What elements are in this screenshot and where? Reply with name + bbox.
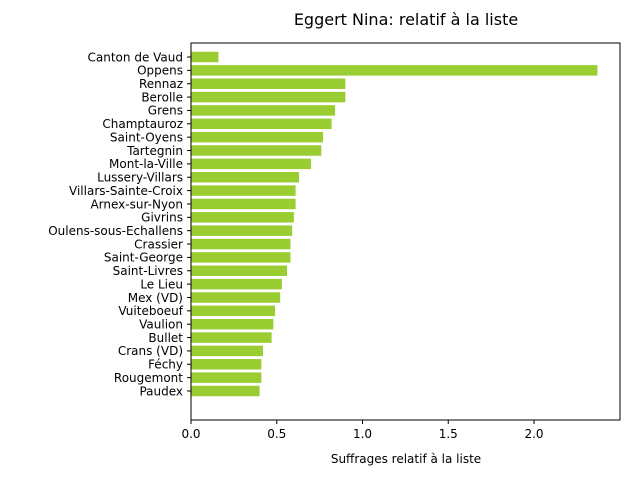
x-axis-label: Suffrages relatif à la liste [331, 452, 481, 466]
y-tick-label: Grens [148, 104, 183, 118]
y-axis-ticks: Canton de VaudOppensRennazBerolleGrensCh… [48, 50, 191, 398]
y-tick-label: Crans (VD) [118, 344, 183, 358]
y-tick-label: Féchy [148, 358, 183, 372]
y-tick-label: Saint-Livres [113, 264, 183, 278]
y-tick-label: Le Lieu [140, 277, 183, 291]
bar-20 [191, 318, 274, 330]
bar-19 [191, 305, 276, 317]
bar-7 [191, 145, 322, 156]
bar-16 [191, 265, 288, 277]
x-tick-label: 1.5 [439, 427, 458, 441]
y-tick-label: Bullet [148, 331, 183, 345]
bar-14 [191, 238, 291, 250]
bar-8 [191, 158, 312, 170]
bar-2 [191, 78, 346, 89]
y-tick-label: Oppens [137, 64, 183, 78]
x-axis-ticks: 0.0 0.5 1.0 1.5 2.0 [181, 420, 544, 441]
y-tick-label: Villars-Sainte-Croix [69, 184, 183, 198]
bar-17 [191, 278, 282, 290]
y-tick-label: Arnex-sur-Nyon [90, 197, 183, 211]
y-tick-label: Canton de Vaud [88, 50, 183, 64]
y-tick-label: Oulens-sous-Echallens [48, 224, 183, 238]
y-tick-label: Vaulion [139, 318, 183, 332]
bar-18 [191, 292, 281, 303]
bar-3 [191, 91, 346, 103]
y-tick-label: Tartegnin [126, 144, 183, 158]
bar-11 [191, 198, 296, 210]
y-tick-label: Saint-George [104, 251, 183, 265]
bar-15 [191, 252, 291, 263]
bar-5 [191, 118, 332, 130]
bar-25 [191, 385, 260, 397]
y-tick-label: Champtauroz [102, 117, 183, 131]
y-tick-label: Vuiteboeuf [118, 304, 183, 318]
bar-4 [191, 105, 336, 116]
x-tick-label: 0.0 [181, 427, 200, 441]
bar-9 [191, 171, 300, 183]
y-tick-label: Mont-la-Ville [109, 157, 183, 171]
bar-6 [191, 131, 324, 143]
bar-0 [191, 51, 219, 63]
bar-13 [191, 225, 293, 236]
x-tick-label: 2.0 [524, 427, 543, 441]
bar-22 [191, 345, 264, 357]
bars-group [191, 51, 598, 397]
chart-title: Eggert Nina: relatif à la liste [294, 10, 518, 29]
y-tick-label: Rennaz [139, 77, 183, 91]
x-tick-label: 0.5 [267, 427, 286, 441]
x-tick-label: 1.0 [353, 427, 372, 441]
y-tick-label: Saint-Oyens [110, 130, 183, 144]
y-tick-label: Rougemont [114, 371, 183, 385]
bar-24 [191, 372, 262, 383]
bar-10 [191, 185, 296, 196]
y-tick-label: Crassier [134, 237, 183, 251]
y-tick-label: Givrins [141, 211, 183, 225]
bar-23 [191, 359, 262, 370]
bar-21 [191, 332, 272, 343]
y-tick-label: Lussery-Villars [97, 171, 183, 185]
plot-frame [190, 42, 621, 421]
bar-1 [191, 65, 598, 76]
y-tick-label: Berolle [141, 90, 183, 104]
y-tick-label: Paudex [139, 384, 183, 398]
y-tick-label: Mex (VD) [128, 291, 183, 305]
bar-12 [191, 212, 294, 223]
